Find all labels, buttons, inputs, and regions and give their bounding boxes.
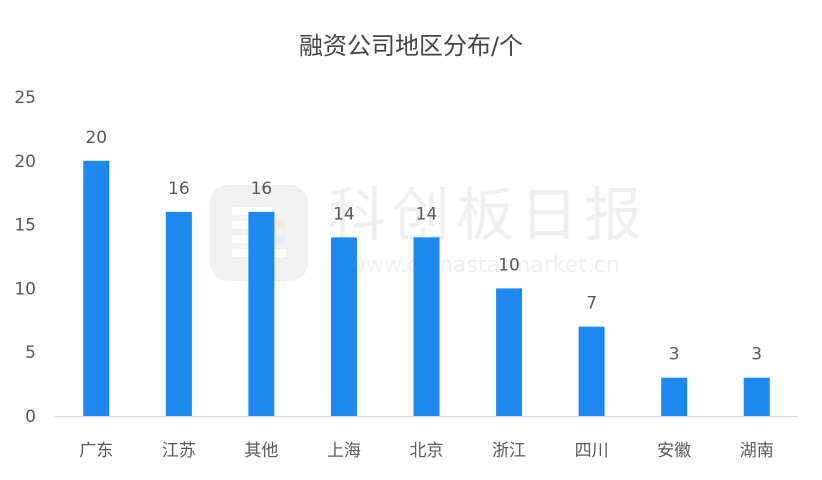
x-tick-label: 江苏 xyxy=(162,441,196,461)
x-tick-label: 浙江 xyxy=(492,441,526,461)
data-label: 10 xyxy=(498,255,520,275)
watermark: 科创板日报 www.chinastarmarket.cn xyxy=(208,183,648,283)
bar-4 xyxy=(330,237,357,416)
data-label: 14 xyxy=(333,204,355,224)
chart-title: 融资公司地区分布/个 xyxy=(298,32,524,60)
bar-6 xyxy=(496,288,523,416)
bar-5 xyxy=(413,237,440,416)
data-label: 16 xyxy=(251,179,273,199)
x-tick-label: 广东 xyxy=(79,441,113,461)
bar-8 xyxy=(661,377,688,416)
x-tick-label: 安徽 xyxy=(657,441,691,461)
bar-7 xyxy=(578,326,605,416)
y-tick-label: 10 xyxy=(14,279,36,299)
data-label: 20 xyxy=(85,128,107,148)
y-tick-label: 20 xyxy=(14,152,36,172)
x-tick-label: 上海 xyxy=(327,441,361,461)
data-label: 3 xyxy=(751,345,762,365)
x-tick-label: 北京 xyxy=(410,441,444,461)
x-tick-label: 其他 xyxy=(244,441,278,461)
bar-9 xyxy=(743,377,770,416)
x-tick-label: 湖南 xyxy=(740,441,774,461)
data-label: 16 xyxy=(168,179,190,199)
y-tick-label: 15 xyxy=(14,216,36,236)
data-label: 7 xyxy=(586,294,597,314)
watermark-name: 科创板日报 xyxy=(328,181,649,249)
y-tick-label: 0 xyxy=(25,407,36,427)
x-tick-label: 四川 xyxy=(575,441,609,461)
watermark-url: www.chinastarmarket.cn xyxy=(348,253,620,278)
y-tick-label: 5 xyxy=(25,343,36,363)
y-tick-label: 25 xyxy=(14,88,36,108)
bar-1 xyxy=(83,160,110,416)
data-label: 14 xyxy=(416,204,438,224)
bar-3 xyxy=(248,211,275,416)
bar-2 xyxy=(165,211,192,416)
data-label: 3 xyxy=(669,345,680,365)
